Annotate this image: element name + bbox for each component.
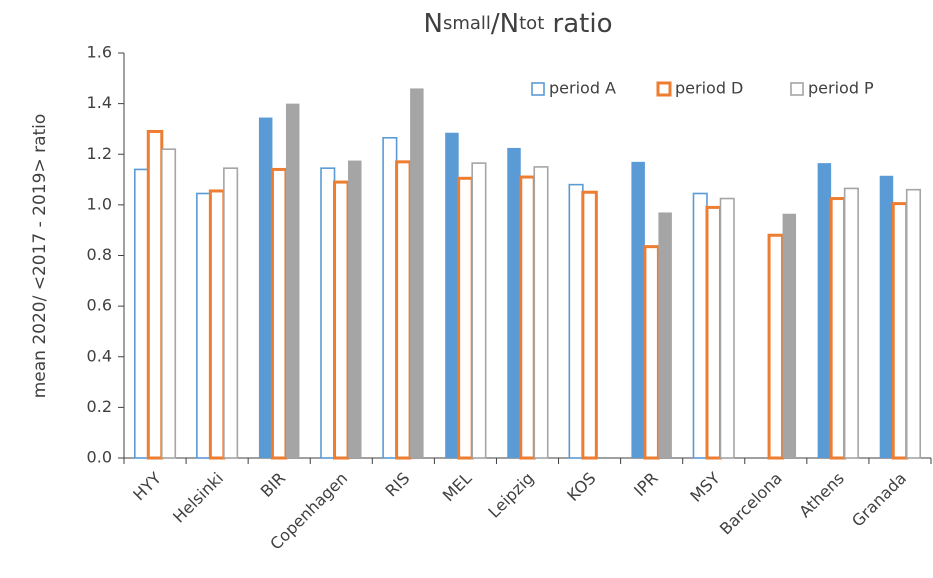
bar: [843, 187, 859, 459]
bar: [457, 176, 474, 460]
bar: [643, 245, 660, 460]
y-tick-label: 1.0: [87, 194, 112, 213]
legend-label: period D: [675, 79, 743, 98]
x-tick-label: Helsinki: [169, 469, 227, 527]
bar: [719, 197, 735, 459]
x-tick-label: RIS: [382, 469, 414, 501]
legend-swatch: [790, 82, 804, 96]
y-tick-label: 0.6: [87, 296, 112, 315]
bar: [471, 162, 487, 459]
bar: [705, 205, 722, 460]
bar: [133, 168, 150, 459]
bar: [208, 189, 226, 460]
y-tick-label: 1.2: [87, 144, 112, 163]
legend-swatch: [656, 81, 672, 97]
x-tick-label: KOS: [563, 469, 599, 505]
bar: [223, 167, 239, 459]
x-tick-label: MEL: [439, 469, 476, 506]
title-part: /N: [491, 9, 519, 39]
bar: [270, 167, 288, 460]
x-tick-label: Granada: [848, 469, 910, 531]
bar: [817, 163, 832, 458]
bar: [410, 88, 424, 458]
y-tick-label: 1.4: [87, 93, 112, 112]
bar: [581, 190, 598, 460]
bar: [382, 136, 398, 459]
y-tick-label: 0.4: [87, 346, 112, 365]
bar: [258, 117, 273, 458]
bar: [782, 213, 797, 458]
x-tick-label: BIR: [257, 469, 289, 501]
legend-label: period A: [549, 79, 616, 98]
x-tick-label: Athens: [795, 469, 848, 522]
bar: [905, 188, 922, 459]
bar: [320, 167, 336, 459]
y-tick-label: 0.0: [87, 448, 112, 467]
bar: [658, 212, 672, 458]
bar: [891, 202, 909, 460]
chart-title: Nsmall/Ntot ratio: [424, 9, 613, 39]
y-tick-label: 0.2: [87, 397, 112, 416]
y-tick-label: 0.8: [87, 245, 112, 264]
bar: [507, 147, 521, 458]
bar: [333, 180, 350, 460]
bar: [445, 132, 459, 458]
x-tick-label: HYY: [129, 468, 165, 504]
y-tick-label: 1.6: [87, 43, 112, 62]
x-tick-label: IPR: [630, 469, 661, 500]
title-part: small: [443, 13, 491, 34]
bar: [533, 166, 549, 459]
bar: [395, 160, 412, 460]
bar: [829, 197, 847, 460]
bar: [879, 175, 894, 458]
bar: [568, 183, 584, 459]
bar: [146, 129, 164, 460]
title-part: N: [424, 9, 443, 39]
bar: [692, 192, 708, 459]
bar: [519, 175, 536, 460]
y-axis-label: mean 2020/ <2017 - 2019> ratio: [30, 114, 50, 399]
x-tick-label: Barcelona: [716, 469, 786, 539]
bar: [631, 161, 645, 458]
bar: [348, 160, 362, 458]
bar: [285, 103, 300, 458]
title-part: ratio: [544, 9, 612, 39]
bar: [767, 233, 785, 460]
x-tick-label: MSY: [686, 468, 723, 505]
legend-swatch: [531, 82, 545, 96]
legend-label: period P: [808, 79, 874, 98]
x-tick-label: Leipzig: [484, 469, 537, 522]
bar: [196, 192, 212, 459]
bar: [160, 148, 177, 459]
title-part: tot: [519, 13, 544, 34]
